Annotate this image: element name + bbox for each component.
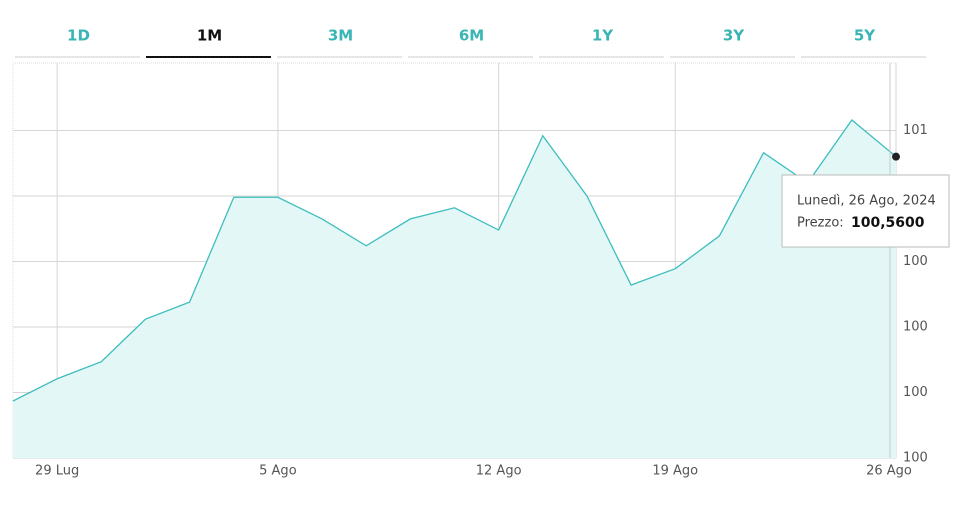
x-tick-label: 12 Ago (476, 464, 522, 479)
area-fill (13, 119, 896, 458)
x-tick-label: 19 Ago (652, 464, 698, 479)
y-tick-label: 100 (903, 254, 928, 269)
price-line (12, 119, 897, 402)
tab[interactable]: 1M (197, 27, 222, 45)
y-tick-label: 100 (903, 319, 928, 334)
tooltip-date: Lunedì, 26 Ago, 2024 (797, 194, 936, 209)
tab[interactable]: 5Y (854, 27, 876, 45)
tab[interactable]: 3M (328, 27, 353, 45)
tab[interactable]: 1D (67, 27, 90, 45)
y-tick-label: 101 (903, 123, 928, 138)
x-tick-label: 29 Lug (35, 464, 79, 479)
y-tick-label: 100 (903, 385, 928, 400)
tooltip-label: Prezzo: (797, 216, 844, 231)
y-tick-label: 100 (903, 451, 928, 466)
x-tick-label: 26 Ago (866, 464, 912, 479)
tab[interactable]: 3Y (723, 27, 745, 45)
hover-point (892, 152, 900, 161)
x-tick-label: 5 Ago (259, 464, 297, 479)
tooltip-value: 100,5600 (851, 215, 925, 231)
tab[interactable]: 1Y (592, 27, 614, 45)
tooltip-box (781, 174, 950, 248)
tab[interactable]: 6M (459, 27, 484, 45)
